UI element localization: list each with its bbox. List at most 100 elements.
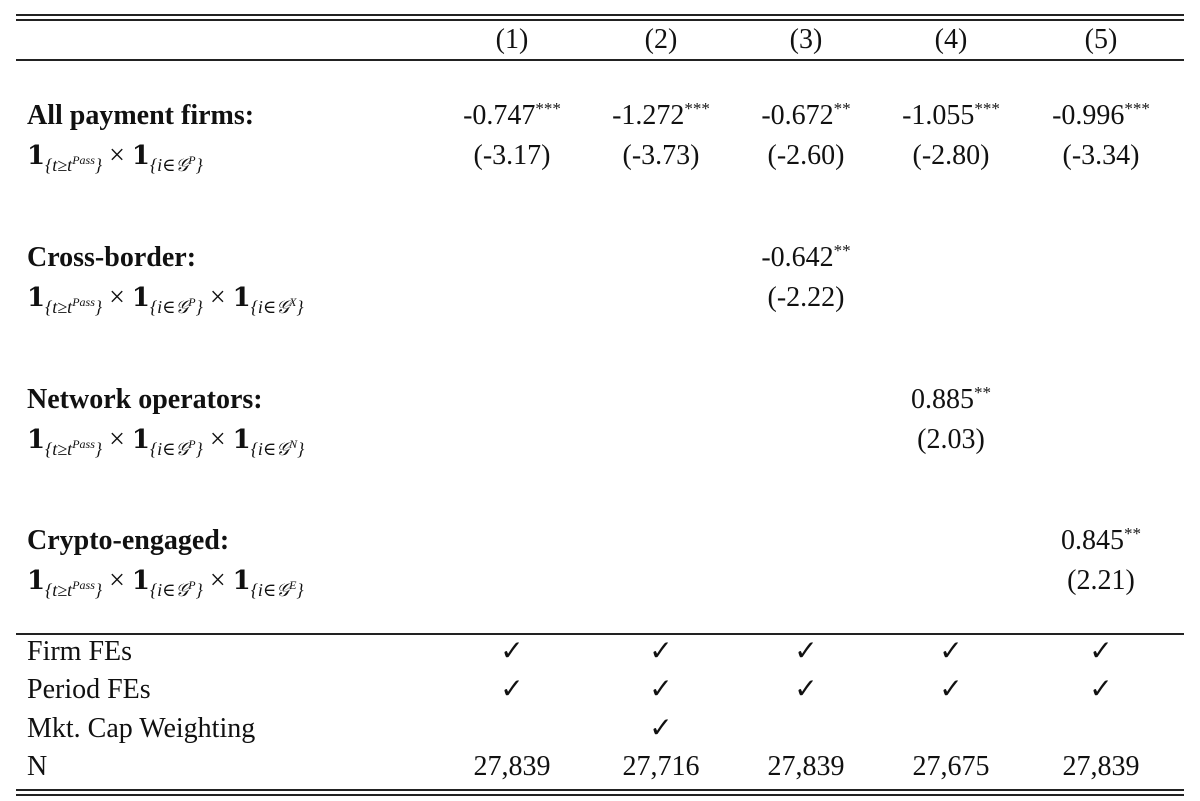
top-rule — [16, 14, 1184, 16]
formula-part: Pass — [72, 295, 95, 309]
column-header: (2) — [644, 24, 678, 55]
cell: 27,839 — [1062, 751, 1140, 782]
formula-part: Pass — [72, 437, 95, 451]
formula-part: × — [202, 282, 233, 313]
t-statistic: (-2.22) — [767, 282, 845, 313]
coefficient-value: -1.272 — [612, 100, 685, 131]
cell: ✓ — [1089, 636, 1113, 667]
formula-part: {i∈𝒢 — [250, 439, 290, 459]
coefficient: -0.747*** — [402, 99, 622, 136]
row-label: Firm FEs — [27, 636, 133, 667]
formula-part: × — [102, 424, 132, 455]
formula-part: {i∈𝒢 — [149, 439, 189, 459]
coefficient-value: 0.845 — [1061, 525, 1124, 556]
formula-part: } — [296, 297, 304, 317]
coefficient-value: 0.885 — [911, 384, 974, 415]
formula-part: } — [94, 580, 103, 600]
row-label: N — [27, 751, 48, 782]
formula-part: 1 — [27, 283, 46, 313]
formula-part: } — [195, 580, 203, 600]
cell: 27,675 — [912, 751, 990, 782]
mid-rule — [16, 633, 1184, 635]
coefficient-value: -0.996 — [1052, 100, 1125, 131]
formula-part: {i∈𝒢 — [149, 580, 189, 600]
cell: 27,716 — [622, 751, 700, 782]
coefficient: -1.055*** — [841, 99, 1061, 136]
coefficient: -1.272*** — [551, 99, 771, 136]
cell: ✓ — [794, 636, 818, 667]
cell: ✓ — [1089, 674, 1113, 705]
panel-label: Cross-border: — [27, 242, 197, 273]
formula-part: } — [195, 439, 203, 459]
column-header: (1) — [495, 24, 529, 55]
coefficient: -0.642** — [696, 241, 916, 278]
formula-part: × — [102, 282, 132, 313]
cell: ✓ — [500, 674, 524, 705]
formula-part: Pass — [72, 578, 95, 592]
cell: ✓ — [649, 674, 673, 705]
formula-part: 1 — [27, 425, 46, 455]
formula-part: {t≥t — [45, 439, 73, 459]
formula-part: {i∈𝒢 — [250, 580, 290, 600]
row-label: Period FEs — [27, 674, 151, 705]
formula-part: } — [94, 439, 103, 459]
formula-part: } — [297, 439, 305, 459]
formula-part: 1 — [27, 141, 46, 171]
coefficient-value: -0.747 — [463, 100, 536, 131]
bottom-rule — [16, 794, 1184, 796]
t-statistic: (-2.60) — [767, 140, 845, 171]
significance-stars: ** — [974, 383, 991, 402]
t-statistic: (-3.73) — [622, 140, 700, 171]
formula-part: {i∈𝒢 — [250, 297, 290, 317]
row-label: Mkt. Cap Weighting — [27, 713, 256, 744]
formula-part: 1 — [232, 566, 251, 596]
formula-part: P — [188, 153, 196, 167]
formula-part: P — [188, 295, 196, 309]
cell: ✓ — [939, 636, 963, 667]
significance-stars: ** — [833, 99, 851, 118]
formula-part: {i∈𝒢 — [149, 155, 189, 175]
cell: ✓ — [939, 674, 963, 705]
formula-part: 1 — [232, 283, 251, 313]
coefficient: 0.885** — [841, 383, 1061, 420]
significance-stars: *** — [1124, 99, 1150, 118]
formula-part: } — [296, 580, 304, 600]
coefficient: -0.996*** — [991, 99, 1200, 136]
formula-part: × — [202, 565, 233, 596]
formula-part: {i∈𝒢 — [149, 297, 189, 317]
formula-part: 1 — [232, 425, 251, 455]
formula-part: } — [195, 155, 203, 175]
coefficient-value: -0.642 — [761, 242, 834, 273]
formula: 1{t≥tPass} × 1{i∈𝒢P} × 1{i∈𝒢N} — [27, 423, 304, 461]
formula-part: 1 — [131, 283, 150, 313]
formula-part: X — [289, 295, 297, 309]
column-header: (5) — [1084, 24, 1118, 55]
formula-part: 1 — [131, 425, 150, 455]
column-header: (4) — [934, 24, 968, 55]
formula-part: } — [94, 297, 103, 317]
formula-part: {t≥t — [45, 297, 73, 317]
panel-label: Crypto-engaged: — [27, 525, 230, 556]
column-header: (3) — [789, 24, 823, 55]
bottom-rule — [16, 789, 1184, 791]
formula-part: 1 — [131, 566, 150, 596]
t-statistic: (-3.17) — [473, 140, 551, 171]
t-statistic: (2.03) — [917, 424, 985, 455]
formula-part: × — [102, 140, 132, 171]
formula-part: Pass — [72, 153, 95, 167]
significance-stars: *** — [684, 99, 710, 118]
significance-stars: *** — [535, 99, 561, 118]
panel-label: All payment firms: — [27, 100, 255, 131]
formula: 1{t≥tPass} × 1{i∈𝒢P} × 1{i∈𝒢E} — [27, 564, 304, 602]
top-rule — [16, 19, 1184, 21]
cell: ✓ — [649, 713, 673, 744]
cell: ✓ — [500, 636, 524, 667]
coefficient: 0.845** — [991, 524, 1200, 561]
significance-stars: ** — [833, 241, 851, 260]
cell: 27,839 — [767, 751, 845, 782]
panel-label: Network operators: — [27, 384, 263, 415]
formula-part: N — [289, 437, 298, 451]
t-statistic: (-3.34) — [1062, 140, 1140, 171]
cell: 27,839 — [473, 751, 551, 782]
